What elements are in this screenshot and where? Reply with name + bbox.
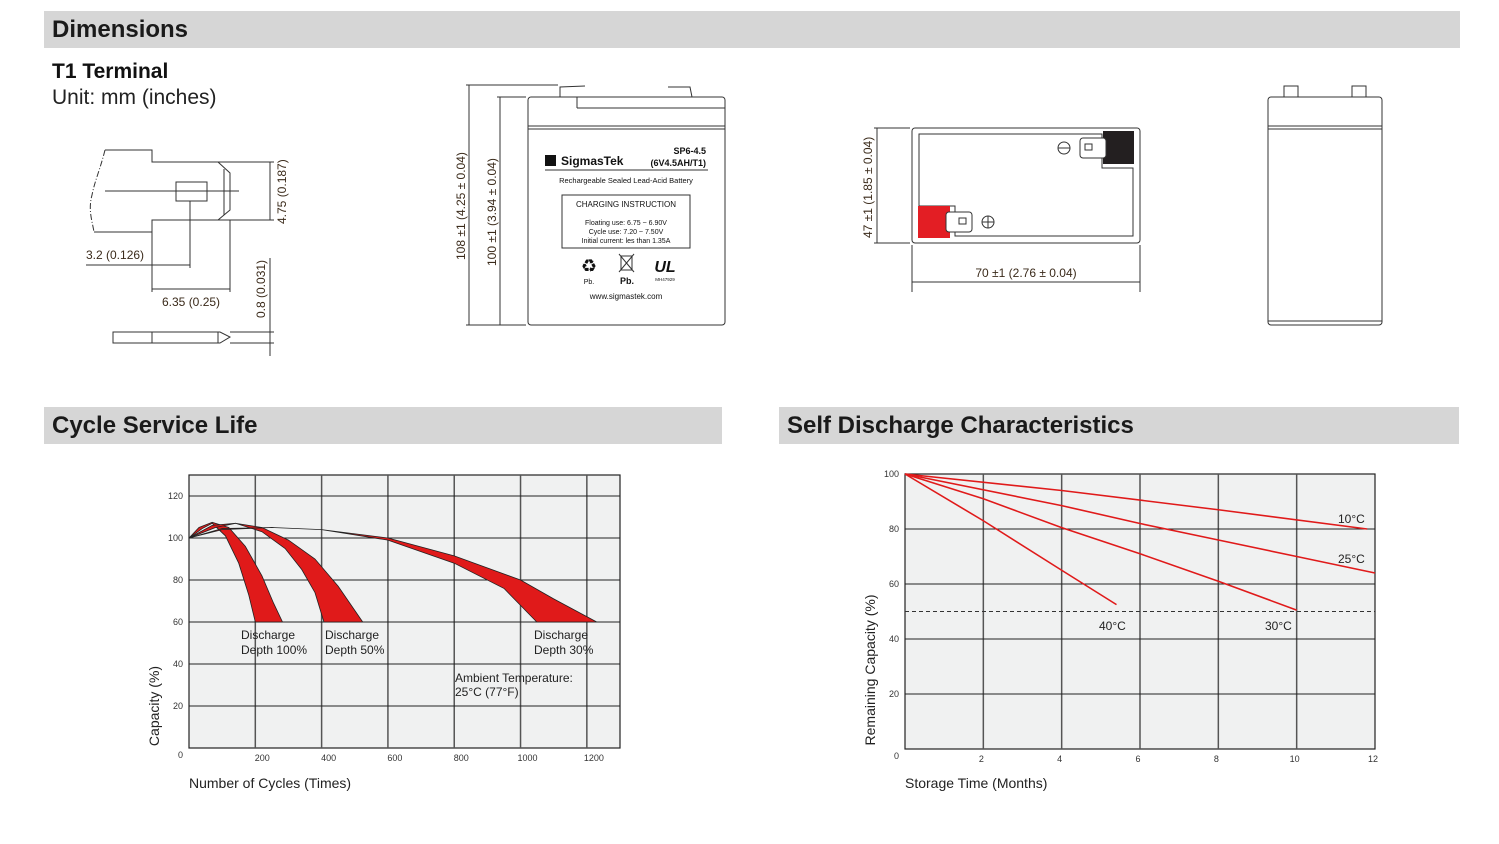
case-height-dim: 100 ±1 (3.94 ± 0.04): [485, 158, 499, 266]
discharge-x-axis-title: Storage Time (Months): [905, 775, 1047, 791]
label-30c: 30°C: [1265, 619, 1292, 633]
x-tick-label: 12: [1368, 754, 1378, 764]
self-discharge-chart: 2 4 6 8 10 12 0 20 40 60 80 100: [884, 469, 1378, 764]
y-tick-label: 20: [889, 689, 899, 699]
cycle-title: Cycle Service Life: [52, 412, 258, 439]
negative-symbol-icon: [1057, 141, 1071, 155]
x-tick-label: 1000: [518, 753, 538, 763]
d50-label-2: Depth 50%: [325, 643, 385, 657]
terminal-height-dim: 4.75 (0.187): [275, 159, 289, 224]
battery-top-view: 47 ±1 (1.85 ± 0.04) 70 ±1 (2.76 ± 0.04): [861, 127, 1141, 292]
model-spec: (6V4.5AH/T1): [650, 158, 706, 168]
y-tick-label: 0: [178, 750, 183, 760]
series-line-40c: [904, 473, 1117, 606]
positive-symbol-icon: [981, 215, 995, 229]
x-tick-label: 600: [387, 753, 402, 763]
cycle-x-axis-title: Number of Cycles (Times): [189, 775, 351, 791]
dimensions-header: Dimensions: [44, 11, 1460, 48]
self-discharge-title: Self Discharge Characteristics: [787, 412, 1134, 439]
cycle-use: Cycle use: 7.20 ~ 7.50V: [589, 229, 664, 236]
band-discharge-depth-50-: [188, 522, 364, 623]
y-tick-label: 100: [884, 469, 899, 479]
terminal-width-dim: 6.35 (0.25): [162, 295, 220, 309]
terminal-thickness-dim: 0.8 (0.031): [254, 260, 268, 318]
recycle-icon: ♻: [581, 256, 597, 276]
d50-label-1: Discharge: [325, 628, 379, 642]
floating-use: Floating use: 6.75 ~ 6.90V: [585, 220, 667, 227]
y-tick-label: 0: [894, 751, 899, 761]
terminal-hole-dim: 3.2 (0.126): [86, 248, 144, 262]
y-tick-label: 40: [173, 659, 183, 669]
ambient-label-1: Ambient Temperature:: [455, 671, 573, 685]
x-tick-label: 800: [454, 753, 469, 763]
y-tick-label: 80: [889, 524, 899, 534]
unit-label: Unit: mm (inches): [52, 86, 217, 109]
x-tick-label: 400: [321, 753, 336, 763]
terminal-drawing: 4.75 (0.187) 3.2 (0.126) 6.35 (0.25) 0.8…: [86, 149, 289, 356]
y-tick-label: 60: [889, 579, 899, 589]
d100-label-1: Discharge: [241, 628, 295, 642]
x-tick-label: 10: [1290, 754, 1300, 764]
model-name: SP6-4.5: [673, 146, 706, 156]
x-tick-label: 1200: [584, 753, 604, 763]
initial-current: Initial current: les than 1.35A: [582, 238, 671, 245]
y-tick-label: 20: [173, 701, 183, 711]
dimensions-title: Dimensions: [52, 16, 189, 43]
website: www.sigmastek.com: [589, 292, 663, 301]
ul-code: MH47929: [655, 277, 675, 282]
y-tick-label: 100: [168, 533, 183, 543]
x-tick-label: 6: [1135, 754, 1140, 764]
cycle-y-axis-title: Capacity (%): [146, 666, 162, 746]
charging-title: CHARGING INSTRUCTION: [576, 200, 676, 209]
y-tick-label: 120: [168, 491, 183, 501]
series-line-25c: [904, 473, 1376, 574]
positive-terminal-marker: [918, 206, 950, 238]
x-tick-label: 2: [979, 754, 984, 764]
x-tick-label: 4: [1057, 754, 1062, 764]
pb-label-1: Pb.: [584, 279, 595, 286]
ambient-label-2: 25°C (77°F): [455, 685, 519, 699]
battery-front-view: 108 ±1 (4.25 ± 0.04) 100 ±1 (3.94 ± 0.04…: [454, 84, 726, 326]
x-tick-label: 8: [1214, 754, 1219, 764]
y-tick-label: 80: [173, 575, 183, 585]
battery-type: Rechargeable Sealed Lead-Acid Battery: [559, 176, 693, 185]
terminal-title: T1 Terminal: [52, 60, 169, 83]
cycle-life-chart: 200 400 600 800 1000 1200 0 20 40 60 80 100 120: [168, 474, 621, 763]
band-discharge-depth-30-: [188, 527, 597, 623]
series-line-10c: [904, 473, 1368, 530]
d100-label-2: Depth 100%: [241, 643, 307, 657]
discharge-y-axis-title: Remaining Capacity (%): [862, 595, 878, 746]
width-dim: 47 ±1 (1.85 ± 0.04): [861, 137, 875, 238]
y-tick-label: 60: [173, 617, 183, 627]
total-height-dim: 108 ±1 (4.25 ± 0.04): [454, 152, 468, 260]
battery-side-view: [1267, 85, 1383, 326]
sigma-logo-icon: [545, 155, 556, 166]
d30-label-2: Depth 30%: [534, 643, 594, 657]
series-line-30c: [904, 473, 1297, 611]
x-tick-label: 200: [255, 753, 270, 763]
crossed-bin-icon: [618, 253, 635, 273]
label-10c: 10°C: [1338, 512, 1365, 526]
label-40c: 40°C: [1099, 619, 1126, 633]
ul-logo-icon: UL: [654, 259, 675, 276]
negative-terminal-marker: [1103, 131, 1134, 164]
pb-label-2: Pb.: [620, 276, 634, 286]
self-discharge-header: Self Discharge Characteristics: [779, 407, 1459, 444]
d30-label-1: Discharge: [534, 628, 588, 642]
label-25c: 25°C: [1338, 552, 1365, 566]
y-tick-label: 40: [889, 634, 899, 644]
cycle-header: Cycle Service Life: [44, 407, 722, 444]
length-dim: 70 ±1 (2.76 ± 0.04): [975, 266, 1076, 280]
brand-name: SigmasTek: [561, 154, 624, 168]
